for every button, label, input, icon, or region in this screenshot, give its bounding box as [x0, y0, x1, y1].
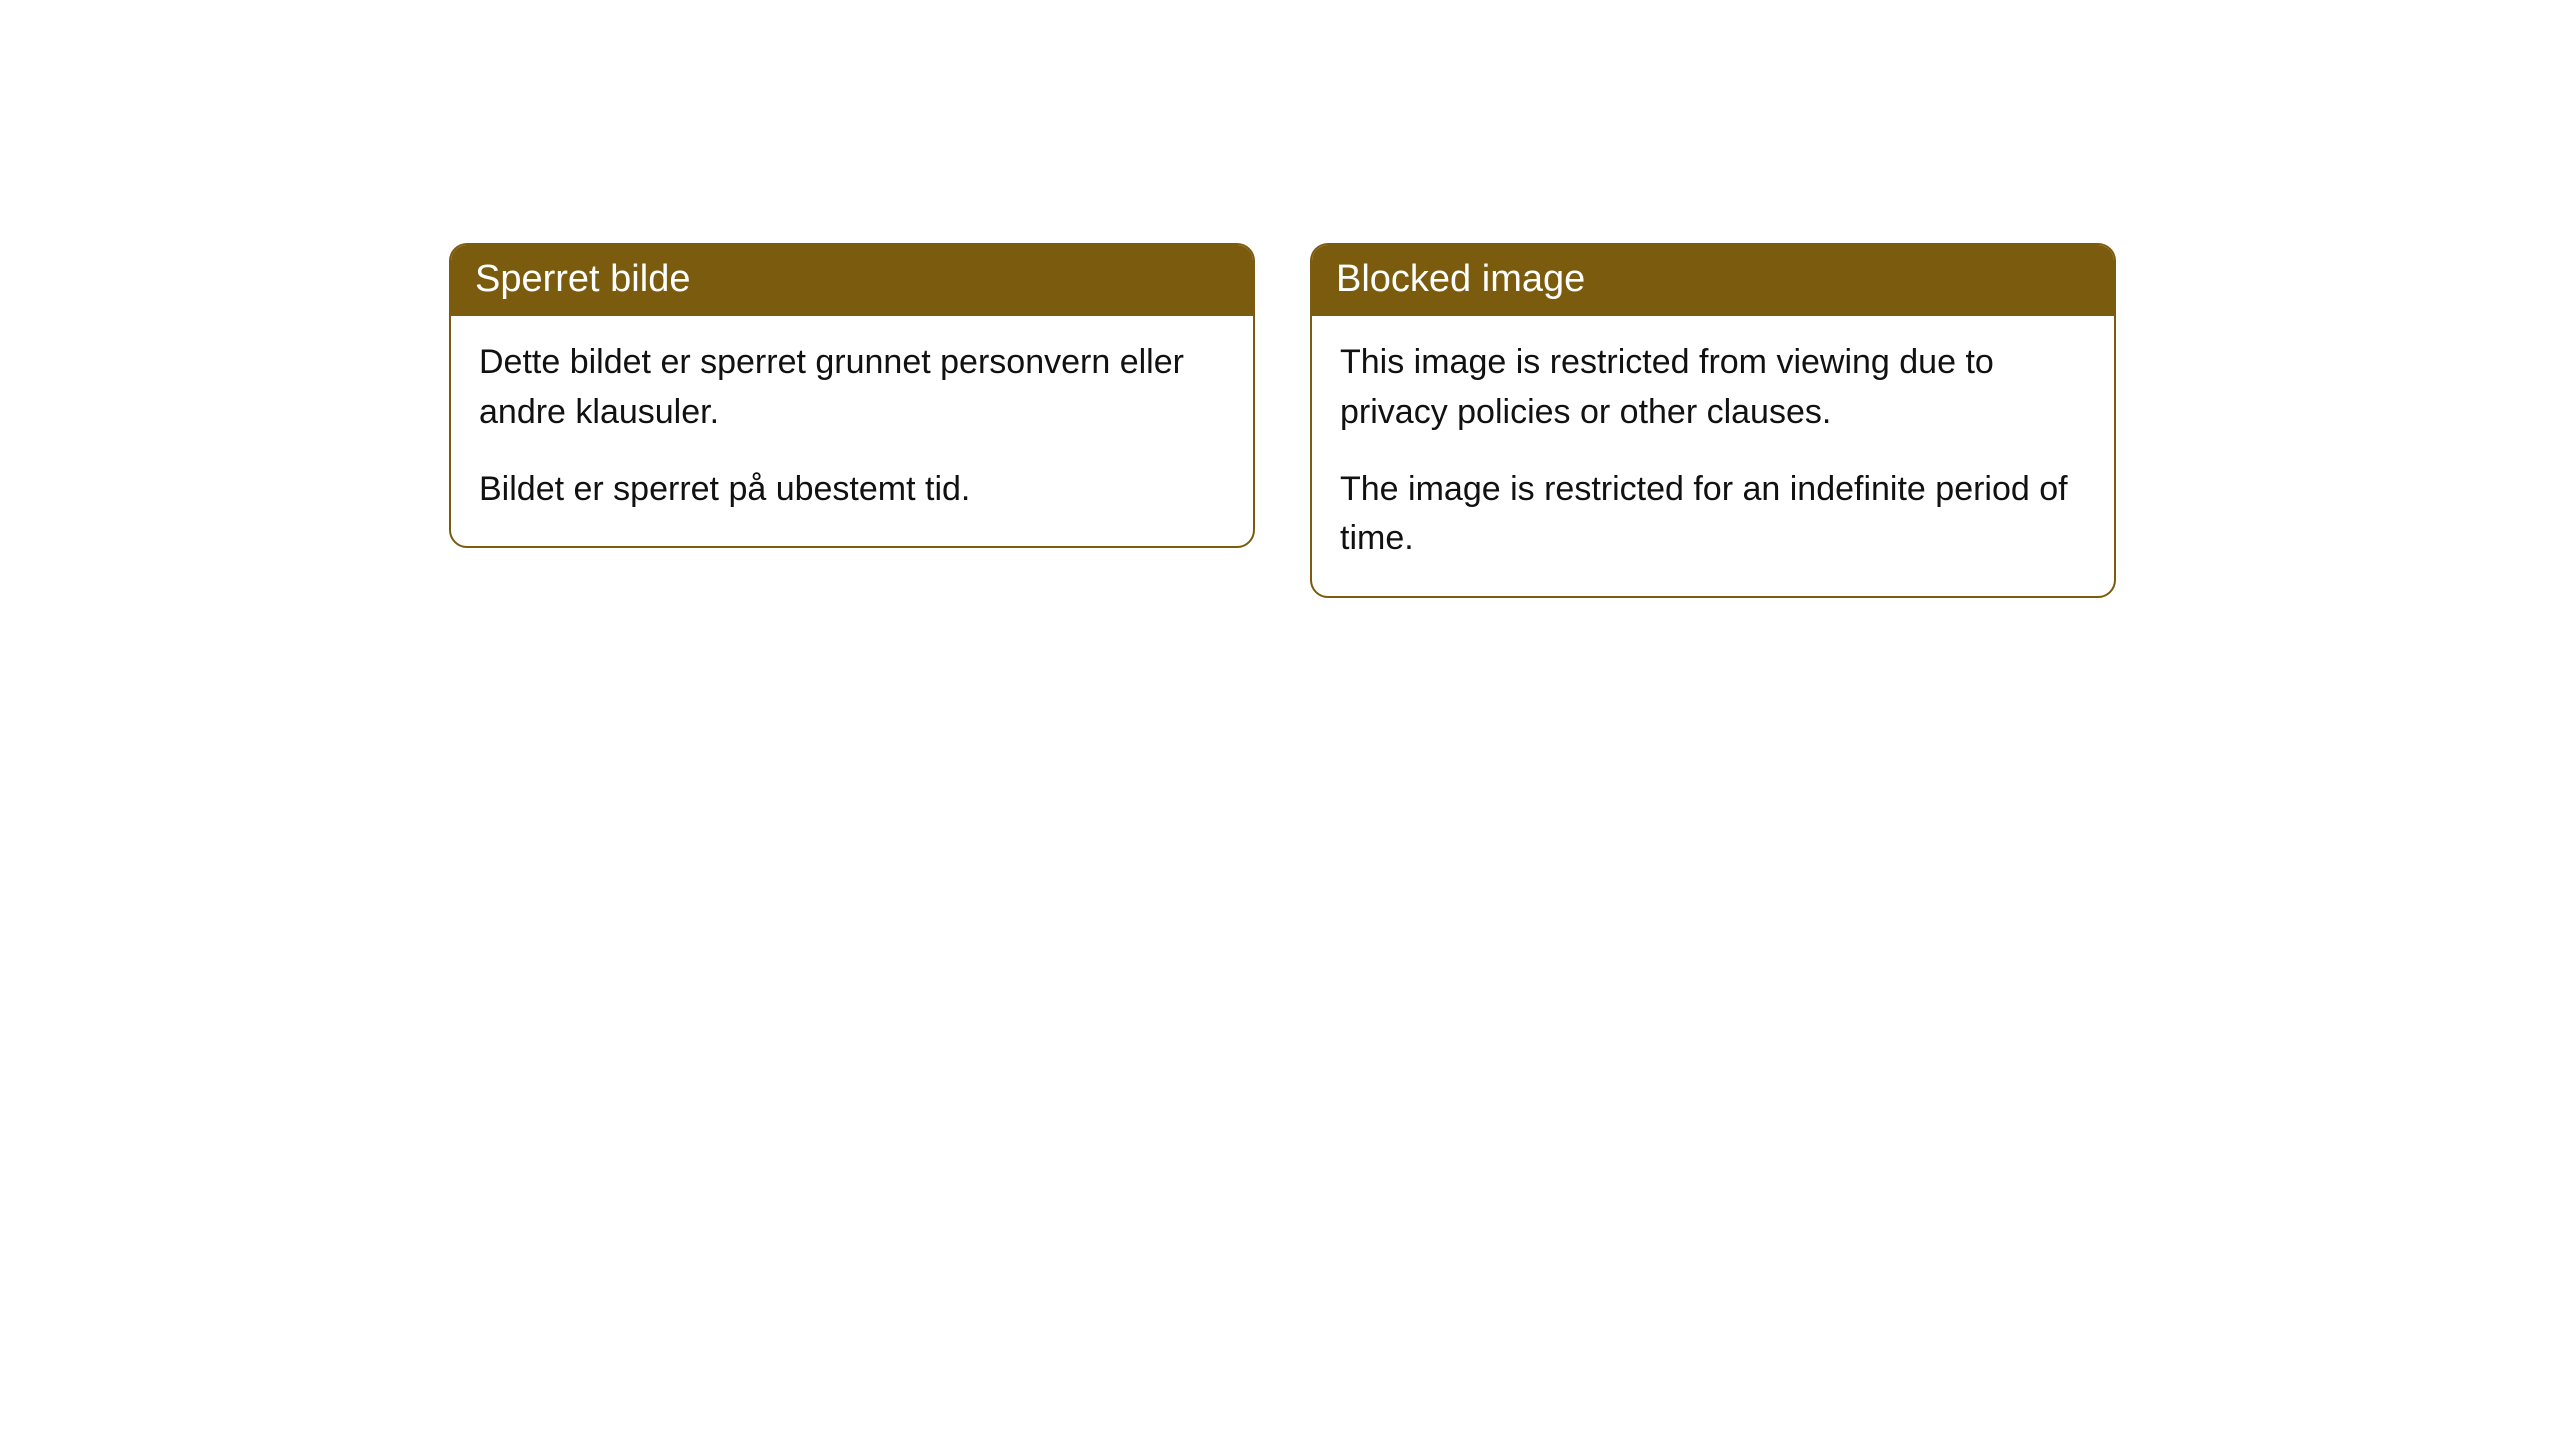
- card-header: Blocked image: [1312, 245, 2114, 316]
- card-paragraph: Dette bildet er sperret grunnet personve…: [479, 338, 1225, 437]
- card-body: This image is restricted from viewing du…: [1312, 316, 2114, 595]
- blocked-image-card-en: Blocked image This image is restricted f…: [1310, 243, 2116, 598]
- card-paragraph: This image is restricted from viewing du…: [1340, 338, 2086, 437]
- card-body: Dette bildet er sperret grunnet personve…: [451, 316, 1253, 546]
- card-paragraph: The image is restricted for an indefinit…: [1340, 465, 2086, 564]
- blocked-image-card-no: Sperret bilde Dette bildet er sperret gr…: [449, 243, 1255, 548]
- card-paragraph: Bildet er sperret på ubestemt tid.: [479, 465, 1225, 514]
- card-header: Sperret bilde: [451, 245, 1253, 316]
